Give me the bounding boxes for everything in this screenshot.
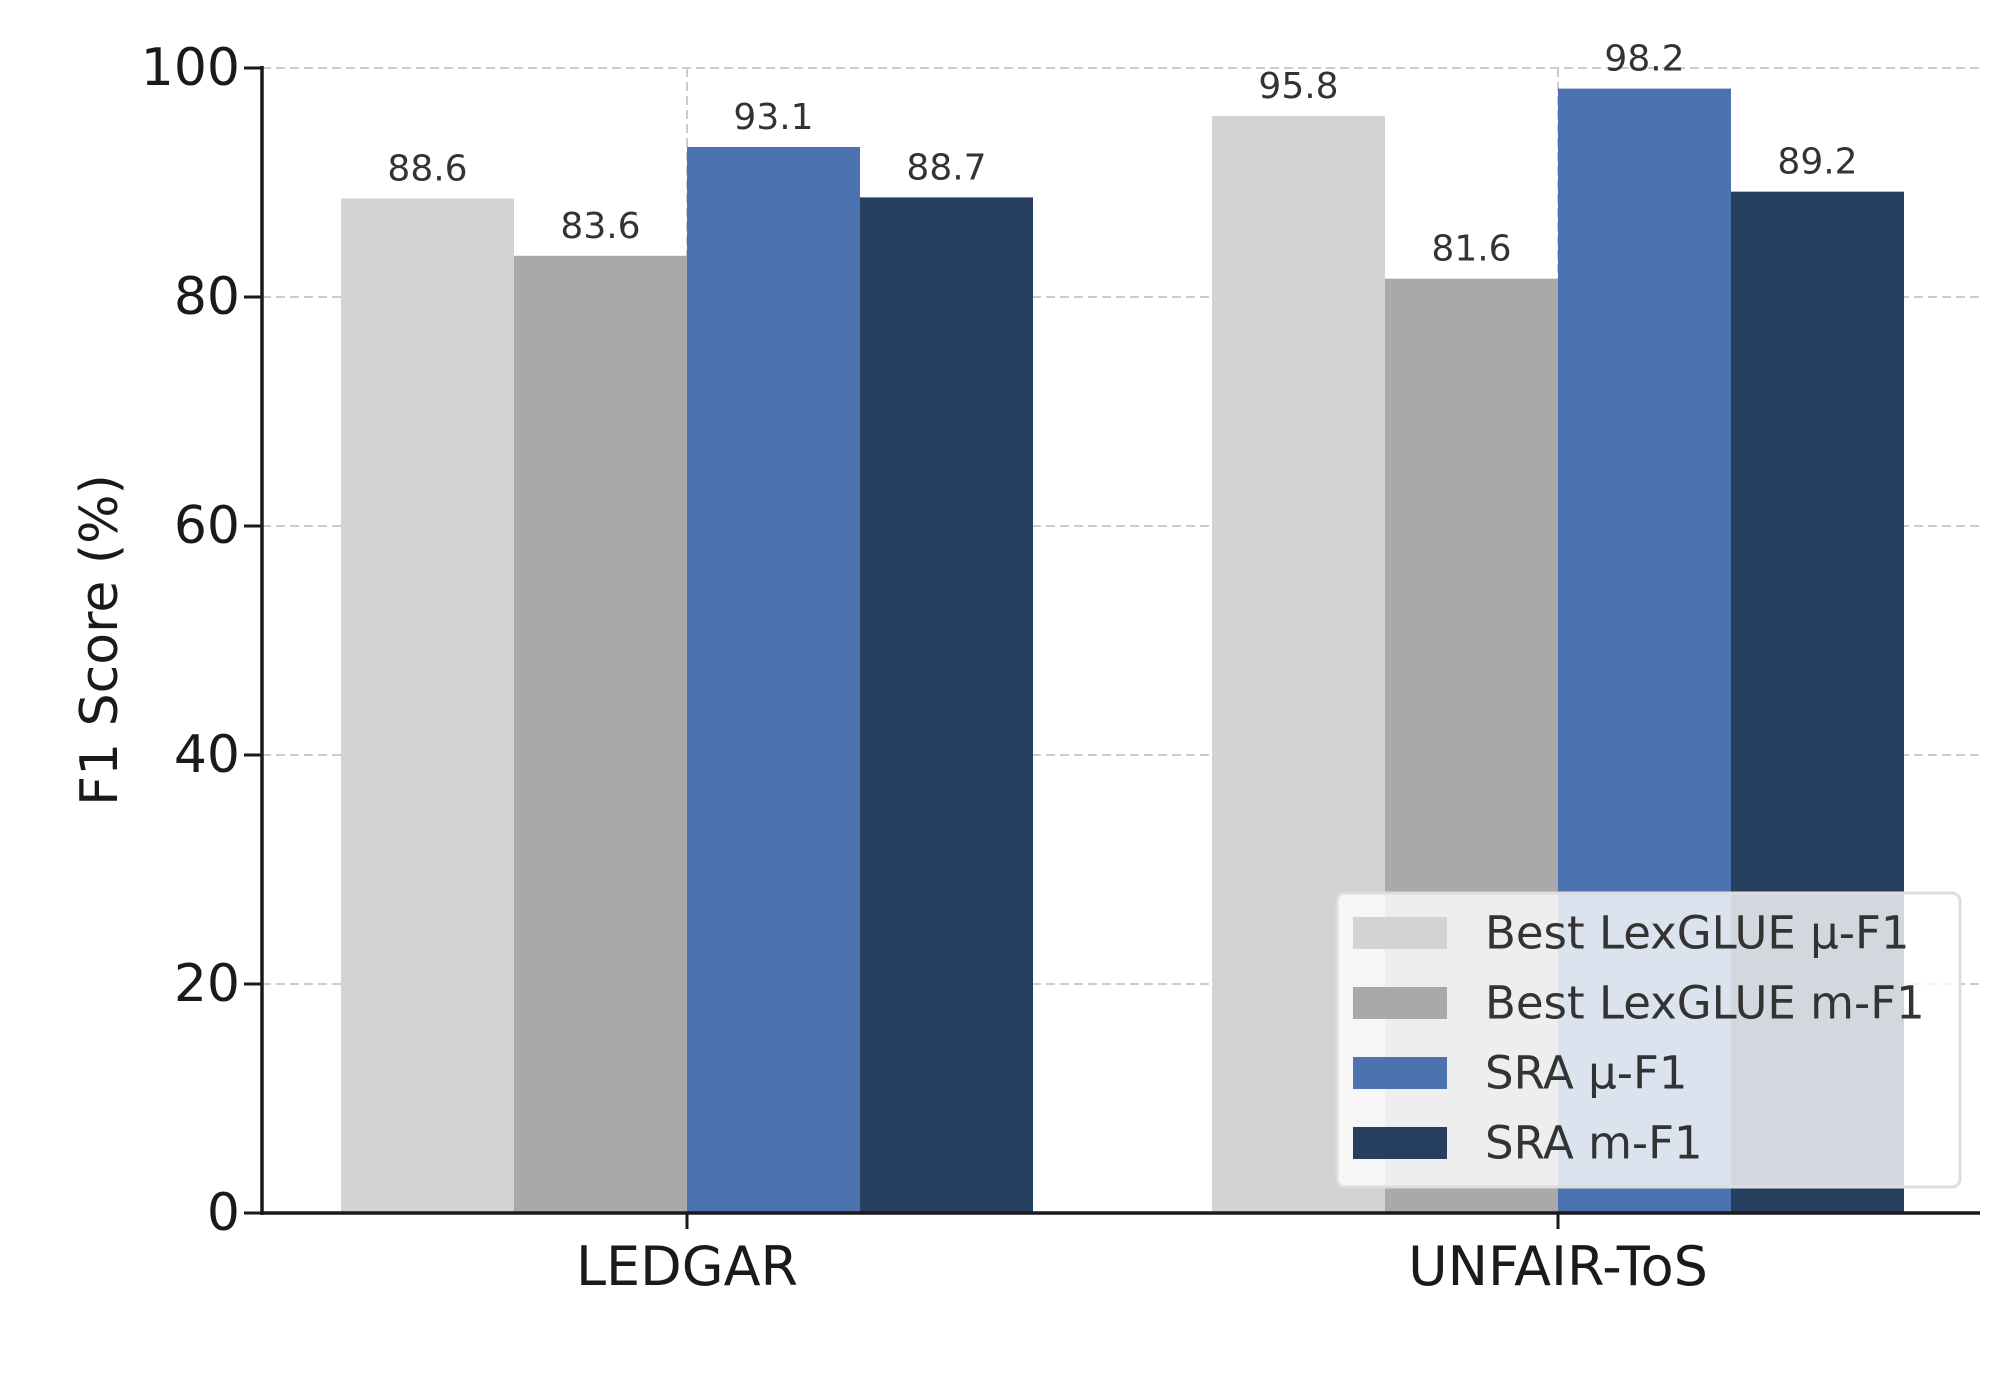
y-tick-label: 20 bbox=[174, 954, 240, 1014]
legend-label: Best LexGLUE m-F1 bbox=[1485, 977, 1925, 1030]
data-label: 89.2 bbox=[1777, 142, 1857, 183]
legend-box bbox=[1335, 891, 1962, 1189]
data-label: 88.7 bbox=[906, 147, 986, 188]
data-label: 95.8 bbox=[1258, 66, 1338, 107]
legend-label: SRA μ-F1 bbox=[1485, 1047, 1687, 1100]
y-tick-label: 60 bbox=[174, 496, 240, 556]
data-label: 98.2 bbox=[1604, 39, 1684, 80]
legend-label: Best LexGLUE μ-F1 bbox=[1485, 907, 1910, 960]
y-tick-label: 0 bbox=[207, 1183, 240, 1243]
data-label: 93.1 bbox=[733, 97, 813, 138]
legend: Best LexGLUE μ-F1 Best LexGLUE m-F1 SRA μ-… bbox=[1335, 891, 1962, 1189]
data-label: 81.6 bbox=[1431, 229, 1511, 270]
bar-2-ledgar bbox=[514, 255, 687, 1213]
bars-layer bbox=[341, 88, 1904, 1214]
data-label: 88.6 bbox=[387, 149, 467, 190]
x-tick-label: UNFAIR-ToS bbox=[1408, 1235, 1708, 1298]
legend-swatch bbox=[1353, 1127, 1447, 1159]
data-labels-layer: 88.6 95.8 83.6 81.6 93.1 98.2 88.7 89.2 bbox=[387, 39, 1857, 270]
y-tick-label: 40 bbox=[174, 725, 240, 785]
bar-4-ledgar bbox=[860, 197, 1033, 1213]
axes-layer: 0 20 40 60 80 100 LEDGAR UNFAIR-ToS F1 Score (%) bbox=[70, 38, 1980, 1298]
legend-swatch bbox=[1353, 1057, 1447, 1089]
legend-swatch bbox=[1353, 917, 1447, 949]
legend-swatch bbox=[1353, 987, 1447, 1019]
bar-3-ledgar bbox=[687, 147, 860, 1213]
legend-label: SRA m-F1 bbox=[1485, 1117, 1703, 1170]
y-tick-label: 80 bbox=[174, 267, 240, 327]
y-axis-title: F1 Score (%) bbox=[70, 474, 130, 806]
bar-1-ledgar bbox=[341, 198, 514, 1213]
data-label: 83.6 bbox=[560, 206, 640, 247]
x-tick-label: LEDGAR bbox=[576, 1235, 798, 1298]
y-tick-label: 100 bbox=[141, 38, 240, 98]
